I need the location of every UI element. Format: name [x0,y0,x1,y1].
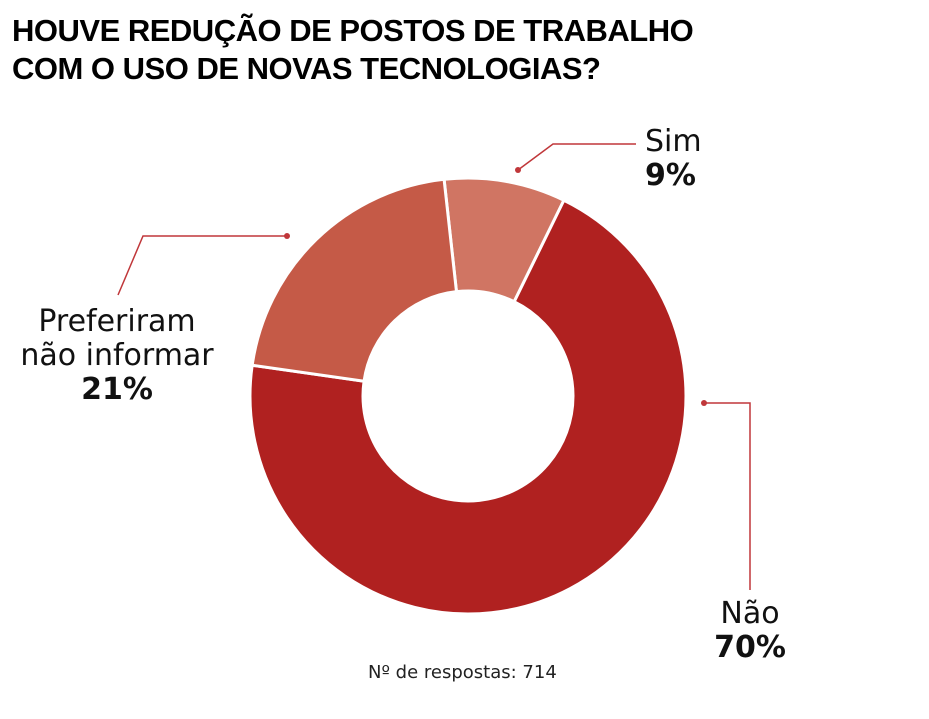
slice-preferiram [250,177,459,383]
label-pref-name-1: Preferiram [38,304,196,339]
donut-slices [248,176,688,616]
label-nao: Não 70% [710,597,790,665]
chart-title-line-1: HOUVE REDUÇÃO DE POSTOS DE TRABALHO [12,13,694,48]
label-pref-name-2: não informar [20,338,214,373]
label-sim-pct: 9% [645,158,696,193]
label-nao-pct: 70% [714,630,786,665]
label-preferiram: Preferiram não informar 21% [12,305,222,407]
leader-line-nao [704,402,751,590]
slice-nao [248,198,688,616]
leader-line-sim [517,143,636,171]
label-nao-name: Não [720,596,780,631]
chart-title-line-2: COM O USO DE NOVAS TECNOLOGIAS? [12,51,601,86]
leader-line-pref [117,235,287,296]
label-sim-name: Sim [645,124,702,159]
chart-title: HOUVE REDUÇÃO DE POSTOS DE TRABALHO COM … [12,12,694,88]
leader-dot-sim [515,167,521,173]
label-pref-pct: 21% [81,372,153,407]
label-sim: Sim 9% [645,125,702,193]
leader-dot-pref [284,233,290,239]
leader-dot-nao [701,400,707,406]
response-count: Nº de respostas: 714 [368,662,557,683]
